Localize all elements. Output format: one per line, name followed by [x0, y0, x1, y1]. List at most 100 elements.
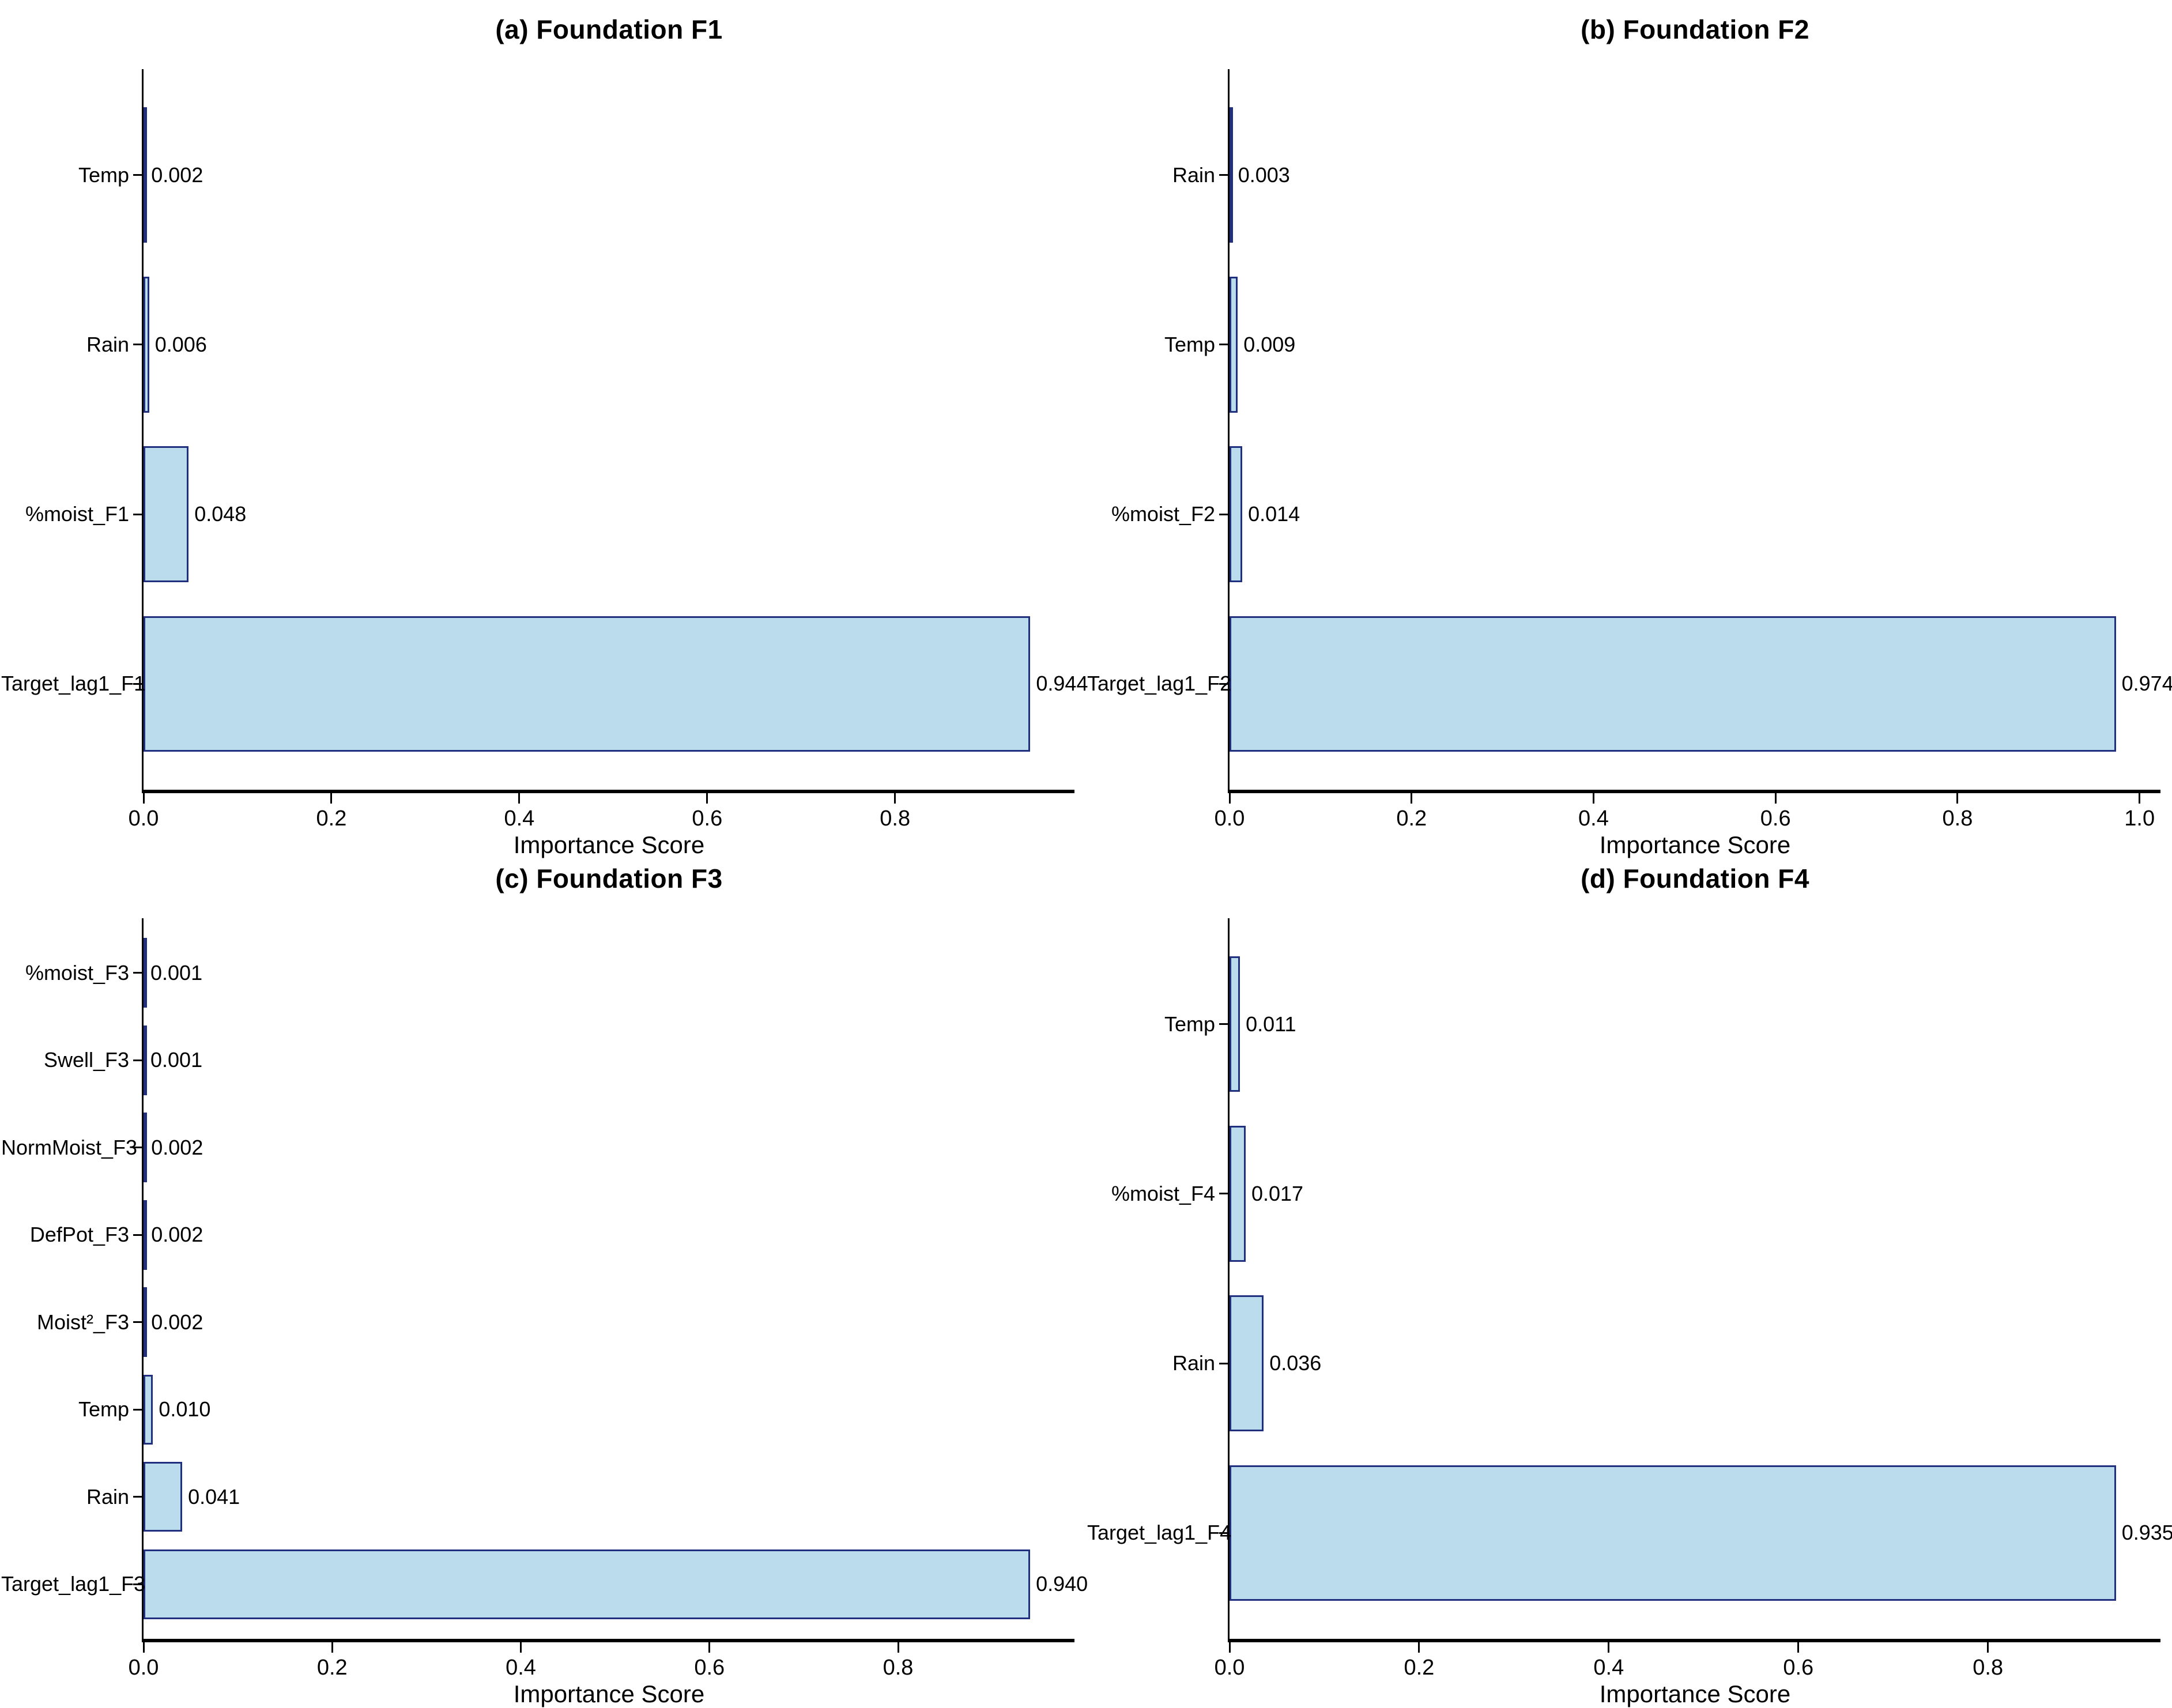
- x-tick-mark: [1418, 1642, 1420, 1653]
- bar-value-label: 0.041: [188, 1484, 240, 1509]
- x-tick-label: 0.4: [504, 806, 535, 831]
- y-tick-mark: [1219, 344, 1228, 346]
- y-tick-label: Moist²_F3: [36, 1310, 129, 1334]
- x-tick-mark: [1774, 793, 1777, 804]
- bar-Target_lag1_F3: [144, 1549, 1031, 1619]
- bar-Target_lag1_F2: [1230, 616, 2116, 752]
- x-tick-label: 0.4: [1593, 1656, 1624, 1680]
- y-tick-mark: [1219, 1023, 1228, 1025]
- bar-value-label: 0.014: [1248, 502, 1300, 526]
- y-tick-label: Temp: [78, 1397, 129, 1422]
- x-tick-mark: [1228, 1642, 1231, 1653]
- bar-value-label: 0.036: [1269, 1351, 1322, 1375]
- bar-value-label: 0.010: [159, 1397, 211, 1422]
- subplot-c-plot-area: 0.001 0.001 0.002 0.002 0.002 0.010 0.041 0.940: [142, 918, 1088, 1642]
- x-tick-label: 0.0: [128, 806, 159, 831]
- bar-value-label: 0.017: [1251, 1181, 1304, 1205]
- x-tick-mark: [142, 1642, 145, 1653]
- x-tick-mark: [1592, 793, 1594, 804]
- bar-value-label: 0.001: [150, 1048, 203, 1072]
- bar-Rain: [144, 1462, 183, 1532]
- x-tick-mark: [330, 793, 333, 804]
- x-tick-label: 1.0: [2124, 806, 2155, 831]
- subplot-d-title: (d) Foundation F4: [1581, 864, 1809, 893]
- x-tick-mark: [894, 793, 896, 804]
- x-tick-label: 0.8: [1973, 1656, 2004, 1680]
- x-tick-label: 0.8: [883, 1656, 914, 1680]
- y-tick-mark: [1219, 1362, 1228, 1364]
- y-tick-label: %moist_F4: [1111, 1181, 1215, 1205]
- bar-%moist_F4: [1230, 1126, 1246, 1262]
- subplot-a-title: (a) Foundation F1: [495, 14, 723, 44]
- bar-value-label: 0.974: [2121, 672, 2172, 696]
- subplot-d-plot-area: 0.011 0.017 0.036 0.935: [1228, 918, 2172, 1642]
- bar-%moist_F3: [144, 938, 147, 1008]
- bar-Temp: [1230, 956, 1240, 1092]
- subplot-c-x-axis-label: Importance Score: [513, 1680, 705, 1707]
- x-tick-label: 0.0: [1214, 1656, 1245, 1680]
- bar-Target_lag1_F4: [1230, 1465, 2116, 1601]
- bar-value-label: 0.002: [151, 1223, 203, 1247]
- x-tick-mark: [2139, 793, 2141, 804]
- x-tick-mark: [1987, 1642, 1989, 1653]
- x-tick-label: 0.6: [694, 1656, 725, 1680]
- subplot-d: (d) Foundation F4 0.011 0.017 0.036 0.935 I…: [1086, 849, 2172, 1707]
- bar-value-label: 0.003: [1238, 163, 1290, 187]
- bar-value-label: 0.006: [154, 332, 207, 356]
- bar-value-label: 0.048: [194, 502, 247, 526]
- bar-Moist²_F3: [144, 1287, 147, 1358]
- y-tick-label: NormMoist_F3: [1, 1135, 138, 1159]
- y-tick-label: Rain: [1172, 1351, 1215, 1375]
- y-tick-label: %moist_F2: [1111, 502, 1215, 526]
- y-tick-mark: [133, 344, 142, 346]
- x-tick-mark: [1228, 793, 1231, 804]
- bar-value-label: 0.935: [2121, 1521, 2172, 1545]
- x-tick-label: 0.8: [880, 806, 911, 831]
- y-tick-label: Rain: [1172, 163, 1215, 187]
- bar-value-label: 0.944: [1036, 672, 1088, 696]
- y-tick-mark: [1219, 1532, 1228, 1534]
- y-tick-mark: [133, 1059, 142, 1061]
- y-tick-label: Target_lag1_F3: [1, 1572, 146, 1596]
- bar-value-label: 0.002: [151, 163, 203, 187]
- subplot-b: (b) Foundation F2 0.003 0.009 0.014 0.974 I…: [1086, 0, 2172, 858]
- y-tick-label: %moist_F1: [25, 502, 129, 526]
- subplot-c: (c) Foundation F3 0.001 0.001 0.002 0.002 0.…: [0, 849, 1088, 1707]
- x-tick-mark: [1956, 793, 1959, 804]
- bar-NormMoist_F3: [144, 1113, 147, 1183]
- y-tick-mark: [133, 513, 142, 515]
- bar-Rain: [1230, 107, 1233, 243]
- y-tick-label: Temp: [1164, 1012, 1215, 1036]
- bar-DefPot_F3: [144, 1200, 147, 1270]
- bar-value-label: 0.001: [150, 960, 203, 985]
- bar-value-label: 0.940: [1036, 1572, 1088, 1596]
- subplot-a-x-axis-label: Importance Score: [513, 831, 705, 858]
- subplot-a-plot-area: 0.002 0.006 0.048 0.944: [142, 69, 1088, 793]
- x-tick-label: 0.6: [1760, 806, 1791, 831]
- y-tick-mark: [133, 1408, 142, 1411]
- bar-value-label: 0.002: [151, 1135, 203, 1159]
- bar-Temp: [144, 1374, 153, 1445]
- x-tick-label: 0.0: [128, 1656, 159, 1680]
- y-tick-label: Target_lag1_F2: [1087, 672, 1232, 696]
- y-tick-label: DefPot_F3: [29, 1223, 129, 1247]
- x-tick-label: 0.2: [1396, 806, 1427, 831]
- x-tick-mark: [1608, 1642, 1610, 1653]
- y-tick-label: Temp: [1164, 332, 1215, 356]
- y-tick-mark: [133, 1234, 142, 1236]
- x-tick-label: 0.0: [1214, 806, 1245, 831]
- y-tick-mark: [1219, 683, 1228, 685]
- y-tick-mark: [1219, 174, 1228, 176]
- x-tick-label: 0.6: [692, 806, 723, 831]
- bar-Temp: [144, 107, 147, 243]
- x-tick-label: 0.2: [316, 806, 347, 831]
- x-tick-mark: [142, 793, 145, 804]
- bar-Swell_F3: [144, 1025, 147, 1095]
- bar-Temp: [1230, 277, 1238, 413]
- x-tick-mark: [1797, 1642, 1800, 1653]
- bar-Rain: [144, 277, 149, 413]
- x-tick-label: 0.4: [506, 1656, 536, 1680]
- x-tick-label: 0.6: [1783, 1656, 1814, 1680]
- x-tick-mark: [1411, 793, 1413, 804]
